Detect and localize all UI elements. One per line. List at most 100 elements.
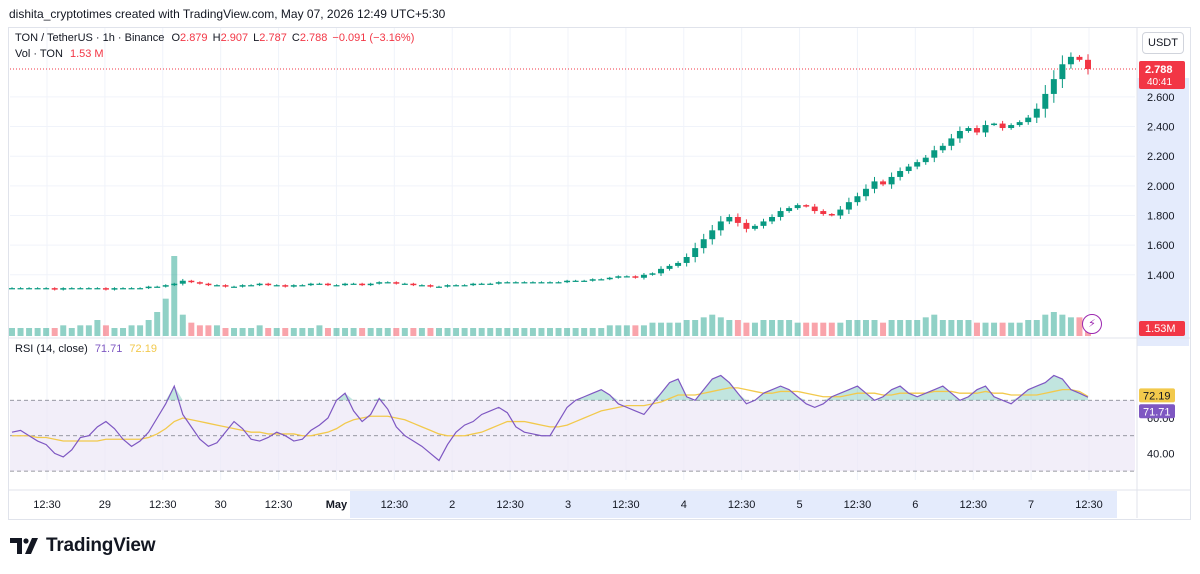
volume-bar xyxy=(1025,320,1032,336)
change-value: −0.091 (−3.16%) xyxy=(332,32,415,44)
volume-bar xyxy=(939,320,946,336)
candle-body xyxy=(640,274,647,278)
candle-body xyxy=(410,283,417,286)
volume-value: 1.53 M xyxy=(69,48,104,60)
candle-body xyxy=(120,288,127,290)
volume-bar xyxy=(9,328,15,336)
volume-bar xyxy=(897,320,904,336)
volume-bar xyxy=(982,322,989,336)
candle-body xyxy=(581,280,588,282)
volume-bar xyxy=(880,322,887,336)
candle-body xyxy=(965,128,972,131)
candle-body xyxy=(803,205,810,207)
volume-bar xyxy=(726,320,733,336)
candle-body xyxy=(154,286,161,288)
candle-body xyxy=(128,288,135,290)
candle-body xyxy=(196,282,203,284)
candle-body xyxy=(982,125,989,133)
low-label: L xyxy=(253,32,260,44)
candle-body xyxy=(495,282,502,284)
volume-bar xyxy=(734,320,741,336)
volume-bar xyxy=(43,328,50,336)
volume-bar xyxy=(435,328,442,336)
price-tick-label: 1.400 xyxy=(1147,270,1175,282)
volume-bar xyxy=(581,328,588,336)
volume-bar xyxy=(615,325,622,336)
volume-bar xyxy=(845,320,852,336)
volume-bar xyxy=(589,328,596,336)
volume-bar xyxy=(683,320,690,336)
rsi-label: RSI (14, close) xyxy=(15,343,88,355)
volume-tag xyxy=(1139,321,1185,336)
volume-bar xyxy=(60,325,67,336)
candle-body xyxy=(1085,59,1091,70)
candle-body xyxy=(837,209,844,216)
volume-bar xyxy=(521,328,528,336)
chart-frame[interactable] xyxy=(8,27,1191,520)
rsi-overbought-fill xyxy=(12,375,1088,401)
candle-body xyxy=(102,288,109,290)
candle-body xyxy=(461,285,468,287)
candle-body xyxy=(231,286,238,288)
volume-bar xyxy=(350,328,357,336)
candle-body xyxy=(393,282,400,284)
candle-body xyxy=(956,130,963,139)
candle-body xyxy=(504,282,511,284)
volume-bar xyxy=(606,325,613,336)
volume-bar xyxy=(102,325,109,336)
rsi-ma-tag-value: 72.19 xyxy=(1143,390,1171,402)
candle-body xyxy=(991,123,998,126)
volume-label: Vol · TON xyxy=(15,48,63,60)
volume-bar xyxy=(367,328,374,336)
volume-bar xyxy=(973,322,980,336)
lightning-icon[interactable]: ⚡ xyxy=(1082,314,1102,334)
volume-bar xyxy=(359,328,366,336)
time-tick-label: 30 xyxy=(215,499,227,511)
close-value: 2.788 xyxy=(299,32,328,44)
candle-body xyxy=(931,150,938,158)
currency-button[interactable]: USDT xyxy=(1142,32,1184,54)
candle-body xyxy=(512,282,519,284)
open-label: O xyxy=(171,32,181,44)
candle-body xyxy=(111,288,118,290)
volume-bar xyxy=(324,328,331,336)
volume-bar xyxy=(401,328,408,336)
candle-body xyxy=(666,265,673,269)
volume-bar xyxy=(956,320,963,336)
volume-bar xyxy=(965,320,972,336)
volume-bar xyxy=(470,328,477,336)
volume-legend: Vol · TON 1.53 M xyxy=(15,48,104,60)
volume-bar xyxy=(171,256,178,336)
volume-bar xyxy=(854,320,861,336)
candle-body xyxy=(435,286,442,288)
volume-bar xyxy=(1059,314,1066,336)
volume-bar xyxy=(751,322,758,336)
candle-body xyxy=(68,288,75,290)
time-tick-label: 4 xyxy=(681,499,687,511)
candle-body xyxy=(880,181,887,185)
candle-body xyxy=(179,280,186,284)
volume-bar xyxy=(931,314,938,336)
volume-bar xyxy=(342,328,349,336)
volume-bar xyxy=(1042,314,1049,336)
volume-bar xyxy=(692,320,699,336)
volume-bar xyxy=(222,328,229,336)
candle-body xyxy=(692,248,699,258)
rsi-tag xyxy=(1139,404,1175,419)
volume-bar xyxy=(410,328,417,336)
volume-bar xyxy=(453,328,460,336)
volume-bar xyxy=(179,314,186,336)
candle-body xyxy=(401,283,408,285)
volume-bar xyxy=(316,325,323,336)
volume-bar xyxy=(34,328,41,336)
candle-body xyxy=(1042,93,1049,109)
time-tick-label: 12:30 xyxy=(265,499,293,511)
volume-tag-value: 1.53M xyxy=(1145,323,1176,335)
volume-bar xyxy=(487,328,494,336)
last-price-value: 2.788 xyxy=(1145,64,1173,76)
volume-bar xyxy=(666,322,673,336)
candle-body xyxy=(922,157,929,163)
brand-name: TradingView xyxy=(46,535,156,556)
volume-bar xyxy=(128,325,135,336)
